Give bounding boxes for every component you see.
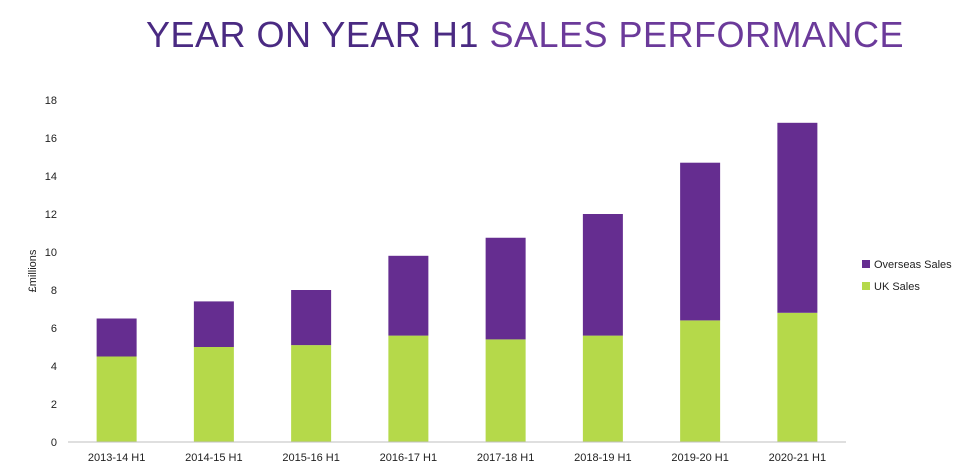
- y-axis-label: £millions: [27, 249, 39, 292]
- y-tick-label: 14: [45, 171, 57, 183]
- x-axis: 2013-14 H1 2014-15 H1 2015-16 H1 2016-17 H1…: [68, 441, 846, 464]
- bar-overseas-sales: [582, 214, 623, 336]
- legend-swatch: [862, 260, 870, 268]
- y-tick-label: 18: [45, 95, 57, 107]
- x-tick-label: 2013-14 H1: [88, 452, 146, 464]
- y-axis: 0 2 4 6 8 10 12 14 16 18: [45, 95, 57, 449]
- bar-overseas-sales: [388, 255, 429, 336]
- bar-uk-sales: [680, 320, 721, 442]
- x-tick-label: 2014-15 H1: [185, 452, 243, 464]
- bar-uk-sales: [582, 335, 623, 442]
- y-tick-label: 2: [51, 399, 57, 411]
- bar-uk-sales: [96, 356, 137, 442]
- bar-uk-sales: [777, 312, 818, 442]
- bar-uk-sales: [485, 339, 526, 442]
- y-tick-label: 16: [45, 133, 57, 145]
- bar-overseas-sales: [193, 301, 234, 347]
- bar-overseas-sales: [777, 122, 818, 313]
- y-tick-label: 6: [51, 323, 57, 335]
- bar-uk-sales: [193, 347, 234, 442]
- x-tick-label: 2020-21 H1: [769, 452, 827, 464]
- legend-swatch: [862, 282, 870, 290]
- x-tick-label: 2019-20 H1: [671, 452, 729, 464]
- title-part-1: YEAR ON YEAR H1: [145, 14, 479, 55]
- y-tick-label: 10: [45, 247, 57, 259]
- y-tick-label: 8: [51, 285, 57, 297]
- bar-uk-sales: [388, 335, 429, 442]
- y-tick-label: 12: [45, 209, 57, 221]
- x-tick-label: 2017-18 H1: [477, 452, 535, 464]
- chart-title: YEAR ON YEAR H1 SALES PERFORMANCE: [0, 14, 964, 56]
- bars: [96, 122, 818, 442]
- x-tick-label: 2018-19 H1: [574, 452, 632, 464]
- bar-overseas-sales: [680, 162, 721, 321]
- legend: Overseas Sales UK Sales: [862, 259, 952, 293]
- x-tick-label: 2015-16 H1: [282, 452, 340, 464]
- y-tick-label: 0: [51, 437, 57, 449]
- bar-overseas-sales: [291, 290, 332, 346]
- bar-uk-sales: [291, 345, 332, 442]
- legend-label: UK Sales: [874, 281, 920, 293]
- title-part-2: SALES PERFORMANCE: [489, 14, 905, 55]
- legend-label: Overseas Sales: [874, 259, 952, 271]
- x-tick-label: 2016-17 H1: [380, 452, 438, 464]
- bar-overseas-sales: [96, 318, 137, 357]
- y-tick-label: 4: [51, 361, 57, 373]
- bar-overseas-sales: [485, 237, 526, 340]
